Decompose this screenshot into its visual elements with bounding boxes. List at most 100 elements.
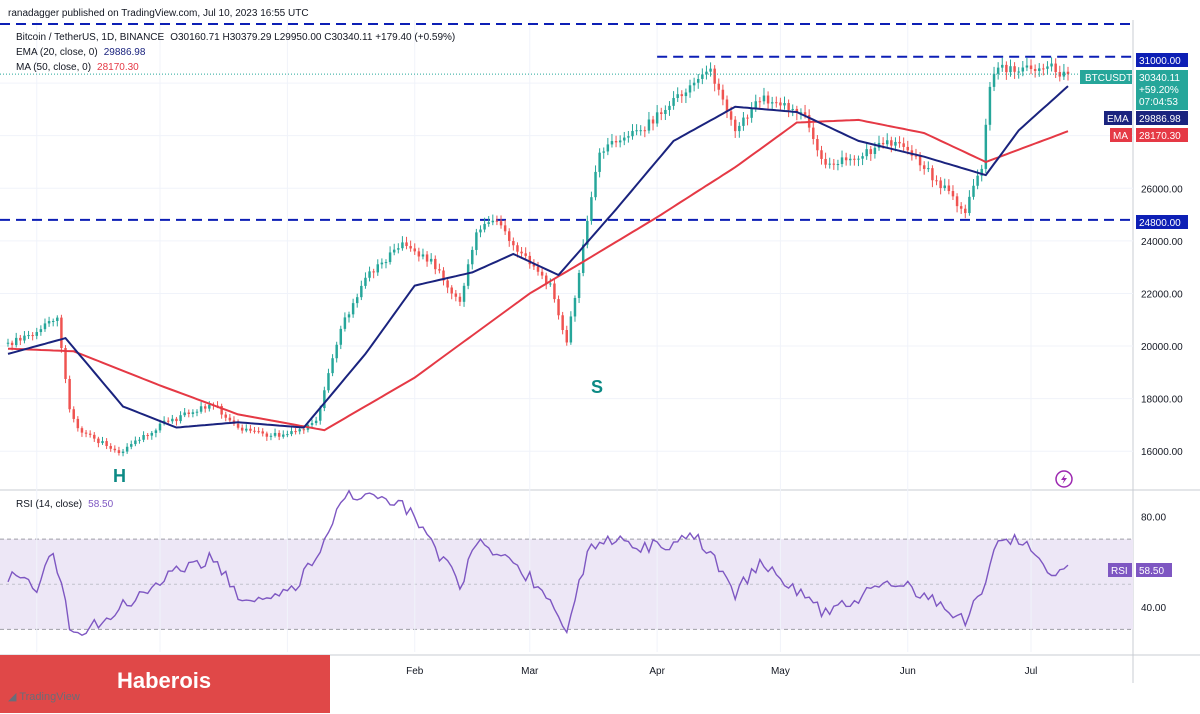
candle-body xyxy=(146,435,149,437)
candle-body xyxy=(791,108,794,110)
legend-symbol: Bitcoin / TetherUS, 1D, BINANCE O30160.71… xyxy=(16,32,455,43)
head-shoulder-right-label: S xyxy=(591,377,603,397)
candle-body xyxy=(171,418,174,422)
candle-body xyxy=(360,285,363,298)
candle-body xyxy=(705,71,708,75)
price-tick-label: 22000.00 xyxy=(1141,289,1183,300)
candle-body xyxy=(253,430,256,432)
candle-body xyxy=(573,297,577,317)
candle-body xyxy=(434,258,437,270)
price-tick-label: 20000.00 xyxy=(1141,342,1183,353)
candle-body xyxy=(491,220,495,223)
candle-body xyxy=(31,335,34,337)
candle-body xyxy=(627,136,630,138)
candle-body xyxy=(458,296,462,302)
candle-body xyxy=(39,329,43,333)
candle-body xyxy=(1033,69,1037,71)
candle-body xyxy=(10,342,14,346)
candle-body xyxy=(988,86,992,125)
candle-body xyxy=(742,117,745,126)
candle-body xyxy=(454,293,458,297)
price-tick-label: 26000.00 xyxy=(1141,184,1183,195)
candle-body xyxy=(610,141,614,145)
svg-text:31000.00: 31000.00 xyxy=(1139,56,1181,67)
candle-body xyxy=(569,316,573,343)
candle-body xyxy=(392,249,396,253)
candle-body xyxy=(80,428,84,433)
candle-body xyxy=(421,254,425,257)
candle-body xyxy=(1001,64,1004,68)
candle-body xyxy=(528,255,532,265)
candle-body xyxy=(577,272,581,298)
candle-body xyxy=(409,246,412,249)
candle-body xyxy=(84,432,88,434)
candle-body xyxy=(1009,66,1012,73)
candle-body xyxy=(319,408,322,421)
candle-body xyxy=(245,428,248,431)
candle-body xyxy=(203,406,207,409)
candle-body xyxy=(812,127,815,139)
candle-body xyxy=(524,253,527,256)
candle-body xyxy=(676,94,679,98)
candle-body xyxy=(828,163,831,165)
candle-body xyxy=(191,412,195,414)
lightning-icon[interactable] xyxy=(1055,470,1073,488)
candle-body xyxy=(257,431,260,433)
candle-body xyxy=(701,74,704,79)
published-by: ranadagger published on TradingView.com,… xyxy=(8,8,309,19)
candle-body xyxy=(733,119,737,132)
candle-body xyxy=(824,158,827,165)
candle-body xyxy=(1038,68,1041,71)
candle-body xyxy=(664,109,667,115)
candle-body xyxy=(310,423,314,425)
ema20-line xyxy=(7,85,1069,429)
candle-body xyxy=(154,430,158,433)
candle-body xyxy=(890,140,893,146)
candle-body xyxy=(6,342,10,344)
candle-body xyxy=(557,299,560,316)
candle-body xyxy=(721,89,725,100)
candle-body xyxy=(1025,65,1029,68)
candle-body xyxy=(536,266,540,272)
candle-body xyxy=(364,277,367,286)
candle-body xyxy=(565,330,568,343)
candle-body xyxy=(820,150,823,159)
candle-body xyxy=(894,141,897,146)
candle-body xyxy=(442,270,445,281)
candle-body xyxy=(401,242,404,249)
candle-body xyxy=(187,412,191,414)
svg-text:07:04:53: 07:04:53 xyxy=(1139,97,1178,108)
candle-body xyxy=(544,275,548,284)
candle-body xyxy=(947,185,951,192)
candle-body xyxy=(770,102,774,104)
candle-body xyxy=(746,117,749,119)
candle-body xyxy=(429,258,433,262)
candle-body xyxy=(208,404,211,409)
svg-text:+59.20%: +59.20% xyxy=(1139,85,1179,96)
candle-body xyxy=(614,141,618,143)
candle-body xyxy=(844,157,848,161)
candle-body xyxy=(1029,65,1033,70)
candle-body xyxy=(618,140,622,143)
candle-body xyxy=(602,151,605,153)
candle-body xyxy=(873,147,877,155)
legend-rsi: RSI (14, close) 58.50 xyxy=(16,499,114,510)
candle-body xyxy=(976,175,979,186)
last-price-tag: 30340.11 +59.20% 07:04:53 xyxy=(1136,70,1188,110)
candle-body xyxy=(76,418,80,429)
candle-body xyxy=(918,156,922,166)
candle-body xyxy=(738,125,741,132)
candle-body xyxy=(113,448,117,451)
candle-body xyxy=(943,185,946,189)
candle-body xyxy=(516,245,519,252)
time-tick-label: Apr xyxy=(649,666,665,677)
candle-body xyxy=(816,138,819,151)
candle-body xyxy=(668,105,671,110)
price-tick-label: 18000.00 xyxy=(1141,395,1183,406)
candle-body xyxy=(487,222,490,224)
candle-body xyxy=(898,141,901,144)
candle-body xyxy=(1066,71,1070,75)
candle-body xyxy=(992,73,996,87)
candle-body xyxy=(462,285,466,302)
candle-body xyxy=(130,444,133,447)
